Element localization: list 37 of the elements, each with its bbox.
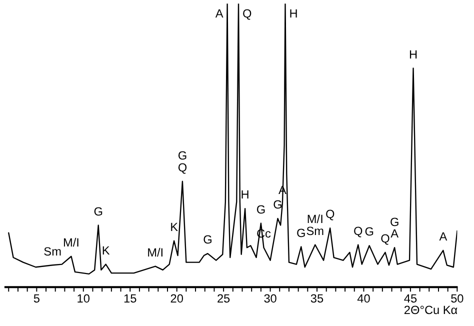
annotation: A bbox=[390, 226, 399, 241]
annotation: Q bbox=[178, 160, 188, 174]
x-tick-label: 10 bbox=[76, 291, 90, 306]
annotation: A bbox=[439, 230, 448, 244]
x-tick-label: 45 bbox=[404, 291, 418, 306]
annotation: G bbox=[390, 214, 400, 229]
x-tick-label: 30 bbox=[264, 291, 278, 306]
annotation: Q bbox=[380, 232, 390, 246]
x-axis-title: 2Θ°Cu Kα bbox=[404, 302, 458, 317]
annotation: Sm bbox=[306, 224, 324, 238]
x-tick-label: 20 bbox=[170, 291, 184, 306]
annotation: G bbox=[296, 226, 306, 240]
annotation: A bbox=[215, 6, 224, 20]
annotation: Q bbox=[354, 224, 363, 238]
annotation: M/I bbox=[306, 212, 324, 226]
x-tick-label: 5 bbox=[33, 291, 40, 306]
x-tick-label: 15 bbox=[124, 291, 138, 306]
annotation: G bbox=[256, 202, 266, 216]
annotation: Q bbox=[242, 6, 252, 20]
annotation: G bbox=[178, 148, 188, 163]
annotation: M/I bbox=[63, 235, 80, 250]
x-tick-label: 40 bbox=[357, 291, 371, 306]
x-tick-label: 35 bbox=[310, 291, 324, 306]
annotation: H bbox=[289, 6, 298, 20]
annotation: G bbox=[273, 198, 282, 212]
annotation: K bbox=[170, 220, 178, 234]
annotation: K bbox=[102, 243, 110, 258]
annotation: Sm bbox=[44, 244, 62, 258]
annotation: G bbox=[364, 224, 374, 239]
annotation: H bbox=[408, 47, 418, 62]
annotation: M/I bbox=[147, 245, 164, 260]
annotation: H bbox=[240, 188, 250, 202]
annotation: G bbox=[94, 204, 103, 218]
annotation: G bbox=[203, 232, 212, 247]
x-tick-label: 25 bbox=[216, 291, 231, 306]
x-tick-label: 50 bbox=[450, 291, 464, 306]
annotation: Q bbox=[325, 207, 335, 222]
